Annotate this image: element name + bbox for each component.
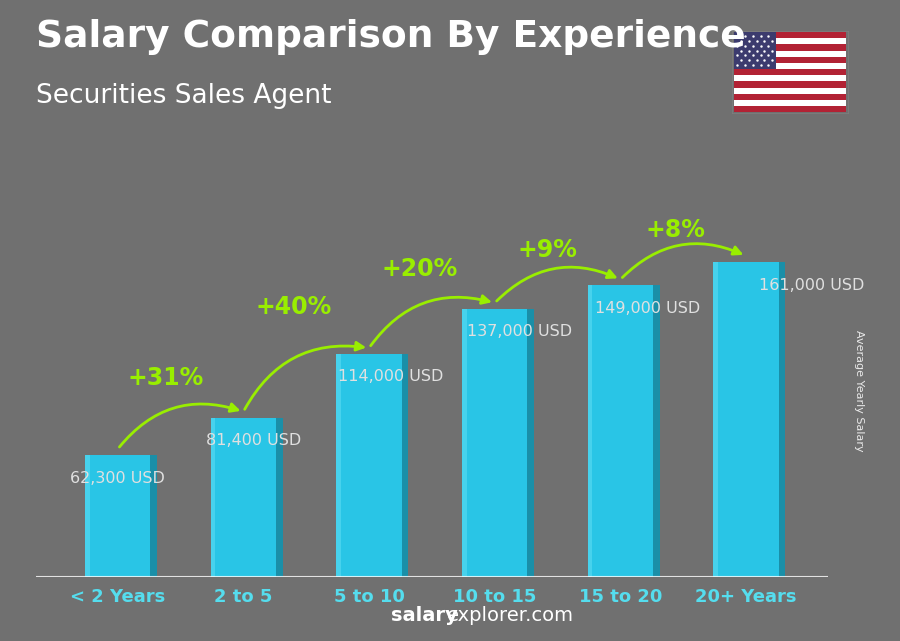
Text: 114,000 USD: 114,000 USD xyxy=(338,369,443,385)
Bar xyxy=(734,32,776,69)
Polygon shape xyxy=(778,262,786,577)
Bar xyxy=(734,38,846,44)
Bar xyxy=(734,56,846,63)
Bar xyxy=(337,354,401,577)
Polygon shape xyxy=(401,354,409,577)
Bar xyxy=(462,309,466,577)
Bar xyxy=(85,455,150,577)
Bar xyxy=(462,309,527,577)
Bar xyxy=(734,106,846,112)
Bar xyxy=(734,81,846,88)
Bar xyxy=(85,455,90,577)
Text: 149,000 USD: 149,000 USD xyxy=(595,301,700,316)
Bar xyxy=(734,100,846,106)
Polygon shape xyxy=(527,309,534,577)
Text: Average Yearly Salary: Average Yearly Salary xyxy=(854,330,865,452)
Polygon shape xyxy=(276,418,283,577)
Bar xyxy=(734,44,846,51)
Text: 81,400 USD: 81,400 USD xyxy=(206,433,301,448)
Bar xyxy=(588,285,592,577)
Bar xyxy=(211,418,276,577)
Text: 62,300 USD: 62,300 USD xyxy=(70,470,165,486)
Bar xyxy=(734,32,846,38)
Bar xyxy=(211,418,215,577)
Polygon shape xyxy=(653,285,660,577)
Text: Salary Comparison By Experience: Salary Comparison By Experience xyxy=(36,19,746,55)
Text: Securities Sales Agent: Securities Sales Agent xyxy=(36,83,331,110)
Text: explorer.com: explorer.com xyxy=(447,606,574,625)
Text: 137,000 USD: 137,000 USD xyxy=(467,324,572,340)
Bar xyxy=(734,75,846,81)
Text: +31%: +31% xyxy=(127,366,203,390)
Bar xyxy=(588,285,653,577)
Polygon shape xyxy=(150,455,157,577)
Bar xyxy=(734,51,846,56)
Bar xyxy=(714,262,718,577)
Text: +8%: +8% xyxy=(645,219,706,242)
Text: salary: salary xyxy=(392,606,458,625)
Bar xyxy=(734,88,846,94)
Text: +20%: +20% xyxy=(382,258,457,281)
Text: +40%: +40% xyxy=(256,295,332,319)
Bar xyxy=(734,69,846,75)
Bar xyxy=(734,63,846,69)
Bar xyxy=(337,354,341,577)
Bar xyxy=(714,262,778,577)
Text: 161,000 USD: 161,000 USD xyxy=(759,278,864,292)
Text: +9%: +9% xyxy=(518,238,578,262)
Bar xyxy=(734,94,846,100)
